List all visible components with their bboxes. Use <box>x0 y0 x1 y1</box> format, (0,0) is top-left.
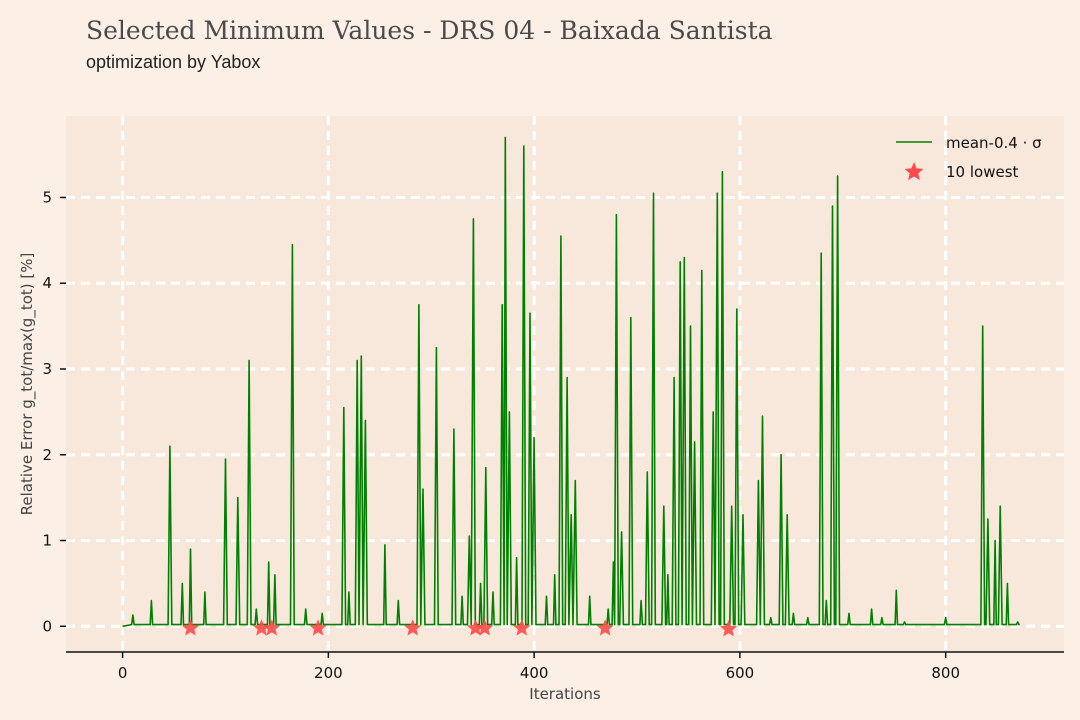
legend-label-mean: mean-0.4 · σ <box>946 134 1042 152</box>
lowest-markers <box>181 619 738 637</box>
x-tick-label: 400 <box>520 664 549 682</box>
x-tick-label: 800 <box>931 664 960 682</box>
grid-lines <box>66 116 1064 652</box>
lowest-star-marker <box>252 619 270 636</box>
y-tick-label: 2 <box>42 446 52 464</box>
legend-label-lowest: 10 lowest <box>946 163 1019 181</box>
chart-subtitle: optimization by Yabox <box>86 52 261 72</box>
y-tick-label: 5 <box>42 188 52 206</box>
x-tick-label: 200 <box>314 664 343 682</box>
y-tick-label: 1 <box>42 532 52 550</box>
chart-title: Selected Minimum Values - DRS 04 - Baixa… <box>86 16 773 45</box>
legend: mean-0.4 · σ 10 lowest <box>896 134 1042 181</box>
lowest-star-marker <box>181 619 200 636</box>
x-axis-label: Iterations <box>529 685 601 703</box>
lowest-star-marker <box>466 619 484 636</box>
y-tick-label: 0 <box>42 617 52 635</box>
lowest-star-marker <box>404 619 422 636</box>
tick-labels: 0 200 400 600 800 0 1 2 3 4 5 <box>42 188 960 682</box>
y-tick-label: 3 <box>42 360 52 378</box>
y-axis-label: Relative Error g_tot/max(g_tot) [%] <box>18 253 37 516</box>
x-tick-label: 0 <box>118 664 128 682</box>
x-tick-label: 600 <box>726 664 755 682</box>
lowest-star-marker <box>309 619 327 636</box>
legend-star-icon <box>904 162 924 181</box>
lowest-star-marker <box>263 619 281 636</box>
lowest-star-marker <box>476 619 494 636</box>
y-tick-label: 4 <box>42 274 52 292</box>
lowest-star-marker <box>720 620 738 637</box>
lowest-star-marker <box>596 619 614 636</box>
lowest-star-marker <box>513 619 531 636</box>
